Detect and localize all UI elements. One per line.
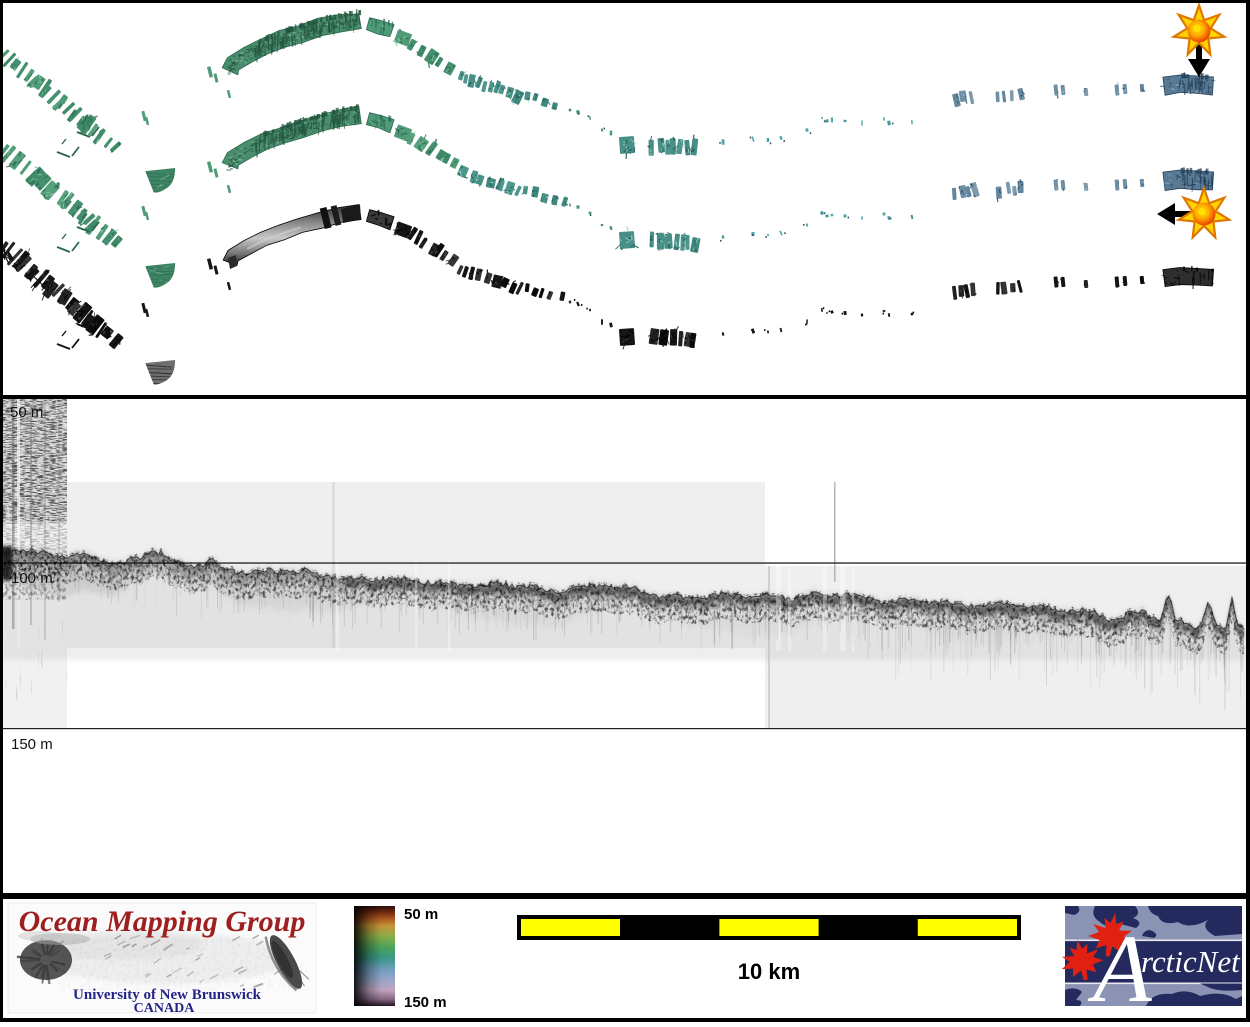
- svg-text:10 km: 10 km: [738, 959, 800, 984]
- svg-text:rcticNet: rcticNet: [1141, 944, 1241, 979]
- svg-text:Ocean Mapping Group: Ocean Mapping Group: [19, 905, 306, 938]
- svg-text:50 m: 50 m: [404, 906, 438, 923]
- svg-text:100 m: 100 m: [11, 570, 53, 587]
- svg-text:50 m: 50 m: [10, 404, 43, 421]
- svg-text:150 m: 150 m: [404, 994, 447, 1011]
- svg-text:A: A: [1087, 915, 1152, 1022]
- svg-text:University of New Brunswick: University of New Brunswick: [73, 987, 262, 1003]
- svg-text:CANADA: CANADA: [134, 1001, 196, 1016]
- svg-text:150 m: 150 m: [11, 736, 53, 753]
